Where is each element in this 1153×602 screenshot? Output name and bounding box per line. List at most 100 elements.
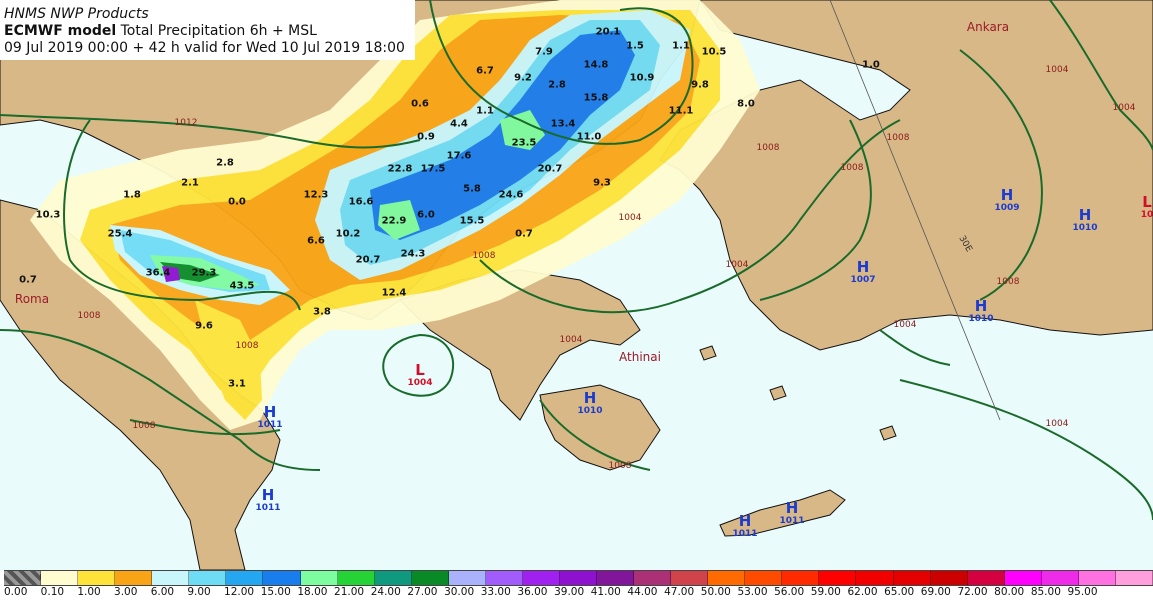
precip-value: 43.5 (230, 281, 255, 292)
legend-swatch (449, 571, 486, 585)
legend-swatch (708, 571, 745, 585)
precip-value: 3.8 (313, 307, 331, 318)
high-pressure: H 1011 (779, 501, 804, 527)
legend-swatch (819, 571, 856, 585)
precip-value: 9.2 (514, 73, 532, 84)
precip-value: 2.8 (216, 158, 234, 169)
precip-value: 1.1 (672, 41, 690, 52)
isobar-1004-se (880, 330, 950, 365)
precip-value: 1.1 (476, 106, 494, 117)
legend-swatch (1005, 571, 1042, 585)
precip-value: 10.3 (36, 210, 61, 221)
legend-swatch (597, 571, 634, 585)
isobar-label: 1004 (1113, 103, 1136, 113)
land-island-c (700, 346, 716, 360)
city-ankara: Ankara (967, 20, 1009, 34)
low-pressure: L 10 (1141, 195, 1153, 221)
city-athinai: Athinai (619, 350, 661, 364)
legend-tick-spacer (1104, 586, 1153, 600)
product-line: HNMS NWP Products (4, 6, 405, 23)
precip-value: 2.8 (548, 80, 566, 91)
precip-value: 15.8 (584, 93, 609, 104)
precip-value: 17.6 (447, 151, 472, 162)
isobar-label: 1008 (609, 461, 632, 471)
precip-value: 36.4 (146, 268, 171, 279)
legend-ticks: 0.00 0.10 1.00 3.00 6.00 9.00 12.00 15.00 18.00 2… (4, 586, 1153, 600)
precip-value: 9.6 (195, 321, 213, 332)
precip-value: 6.7 (476, 66, 494, 77)
precip-value: 0.0 (228, 197, 246, 208)
legend-swatch (1116, 571, 1153, 585)
legend-swatch (523, 571, 560, 585)
legend-swatch (856, 571, 893, 585)
model-line: ECMWF model Total Precipitation 6h + MSL (4, 23, 405, 40)
legend-swatch (115, 571, 152, 585)
legend-swatch (968, 571, 1005, 585)
high-pressure: H 1010 (577, 391, 602, 417)
legend-swatch (78, 571, 115, 585)
precip-value: 7.9 (535, 47, 553, 58)
precip-value: 17.5 (421, 164, 446, 175)
legend-swatch (338, 571, 375, 585)
legend-swatch (375, 571, 412, 585)
high-pressure: H 1011 (255, 488, 280, 514)
precip-value: 12.3 (304, 190, 329, 201)
isobar-label: 1004 (726, 260, 749, 270)
isobar-label: 1012 (175, 118, 198, 128)
legend-swatch (782, 571, 819, 585)
legend-swatch (263, 571, 300, 585)
legend-swatch (4, 571, 41, 585)
legend-swatch (634, 571, 671, 585)
precip-value: 24.3 (401, 249, 426, 260)
precip-value: 8.0 (737, 99, 755, 110)
precip-value: 0.7 (515, 229, 533, 240)
low-pressure: L 1004 (407, 363, 432, 389)
model-name: ECMWF model (4, 23, 116, 39)
valid-time: 09 Jul 2019 00:00 + 42 h valid for Wed 1… (4, 40, 405, 57)
precip-value: 2.1 (181, 178, 199, 189)
precip-value: 20.7 (538, 164, 563, 175)
precip-value: 3.1 (228, 379, 246, 390)
high-pressure: H 1009 (994, 188, 1019, 214)
legend-swatch (745, 571, 782, 585)
legend-swatch (560, 571, 597, 585)
precip-value: 24.6 (499, 190, 524, 201)
map-header: HNMS NWP Products ECMWF model Total Prec… (0, 0, 415, 60)
high-pressure: H 1010 (1072, 208, 1097, 234)
precip-value: 12.4 (382, 288, 407, 299)
isobar-label: 1008 (757, 143, 780, 153)
legend-swatch (189, 571, 226, 585)
isobar-label: 1004 (619, 213, 642, 223)
isobar-label: 1008 (997, 277, 1020, 287)
isobar-1004-e (900, 380, 1153, 520)
isobar-label: 1008 (78, 311, 101, 321)
precip-value: 10.9 (630, 73, 655, 84)
isobar-label: 1004 (560, 335, 583, 345)
land-island-b (880, 426, 896, 440)
legend-swatch (1079, 571, 1116, 585)
product-name: Total Precipitation 6h + MSL (116, 23, 317, 39)
precip-value: 29.3 (192, 268, 217, 279)
precip-legend: 0.00 0.10 1.00 3.00 6.00 9.00 12.00 15.00 18.00 2… (0, 570, 1153, 602)
land-island-a (770, 386, 786, 400)
forecast-map: HNMS NWP Products ECMWF model Total Prec… (0, 0, 1153, 570)
high-pressure: H 1011 (732, 514, 757, 540)
high-pressure: H 1010 (968, 299, 993, 325)
precip-value: 25.4 (108, 229, 133, 240)
precip-value: 14.8 (584, 60, 609, 71)
legend-swatch (894, 571, 931, 585)
legend-swatch (41, 571, 78, 585)
precip-value: 15.5 (460, 216, 485, 227)
precip-value: 23.5 (512, 138, 537, 149)
legend-colorbar (4, 570, 1153, 586)
isobar-label: 1008 (473, 251, 496, 261)
precip-value: 22.9 (382, 216, 407, 227)
legend-swatch (1042, 571, 1079, 585)
legend-swatch (412, 571, 449, 585)
precip-value: 11.0 (577, 132, 602, 143)
isobar-label: 1008 (236, 341, 259, 351)
precip-value: 0.9 (417, 132, 435, 143)
precip-value: 16.6 (349, 197, 374, 208)
precip-value: 0.6 (411, 99, 429, 110)
precip-value: 9.3 (593, 178, 611, 189)
